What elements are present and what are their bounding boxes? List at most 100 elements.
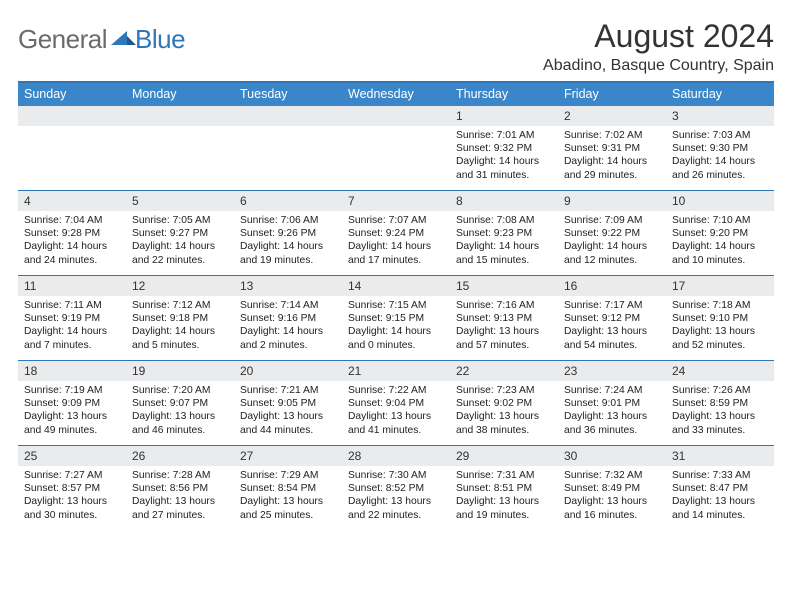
- header: General Blue August 2024 Abadino, Basque…: [18, 18, 774, 75]
- day-number: 7: [342, 191, 450, 211]
- day-cell: Sunrise: 7:14 AMSunset: 9:16 PMDaylight:…: [234, 296, 342, 360]
- day-number: 25: [18, 446, 126, 466]
- sunrise-text: Sunrise: 7:08 AM: [456, 214, 554, 227]
- day-cell: Sunrise: 7:10 AMSunset: 9:20 PMDaylight:…: [666, 211, 774, 275]
- location: Abadino, Basque Country, Spain: [543, 57, 774, 75]
- daylight-text: Daylight: 14 hours and 7 minutes.: [24, 325, 122, 351]
- daylight-text: Daylight: 13 hours and 33 minutes.: [672, 410, 770, 436]
- day-cell: Sunrise: 7:28 AMSunset: 8:56 PMDaylight:…: [126, 466, 234, 530]
- sunrise-text: Sunrise: 7:23 AM: [456, 384, 554, 397]
- sunrise-text: Sunrise: 7:02 AM: [564, 129, 662, 142]
- sunrise-text: Sunrise: 7:01 AM: [456, 129, 554, 142]
- weekday-saturday: Saturday: [666, 83, 774, 106]
- daylight-text: Daylight: 14 hours and 26 minutes.: [672, 155, 770, 181]
- sunset-text: Sunset: 9:18 PM: [132, 312, 230, 325]
- day-cell: Sunrise: 7:11 AMSunset: 9:19 PMDaylight:…: [18, 296, 126, 360]
- sunset-text: Sunset: 8:51 PM: [456, 482, 554, 495]
- day-number: [18, 106, 126, 126]
- logo-text-general: General: [18, 24, 107, 55]
- day-number: 3: [666, 106, 774, 126]
- sunset-text: Sunset: 8:57 PM: [24, 482, 122, 495]
- daynum-row: 123: [18, 106, 774, 126]
- day-cell: Sunrise: 7:08 AMSunset: 9:23 PMDaylight:…: [450, 211, 558, 275]
- daylight-text: Daylight: 13 hours and 25 minutes.: [240, 495, 338, 521]
- weekday-sunday: Sunday: [18, 83, 126, 106]
- daylight-text: Daylight: 14 hours and 17 minutes.: [348, 240, 446, 266]
- daylight-text: Daylight: 14 hours and 29 minutes.: [564, 155, 662, 181]
- sunset-text: Sunset: 9:32 PM: [456, 142, 554, 155]
- day-number: 8: [450, 191, 558, 211]
- daylight-text: Daylight: 13 hours and 49 minutes.: [24, 410, 122, 436]
- daylight-text: Daylight: 13 hours and 22 minutes.: [348, 495, 446, 521]
- daynum-row: 18192021222324: [18, 360, 774, 381]
- daylight-text: Daylight: 13 hours and 19 minutes.: [456, 495, 554, 521]
- sunset-text: Sunset: 9:27 PM: [132, 227, 230, 240]
- day-cell: Sunrise: 7:18 AMSunset: 9:10 PMDaylight:…: [666, 296, 774, 360]
- day-number: [126, 106, 234, 126]
- day-cell: Sunrise: 7:27 AMSunset: 8:57 PMDaylight:…: [18, 466, 126, 530]
- daylight-text: Daylight: 13 hours and 41 minutes.: [348, 410, 446, 436]
- day-number: 12: [126, 276, 234, 296]
- weekday-monday: Monday: [126, 83, 234, 106]
- day-number: 14: [342, 276, 450, 296]
- day-cell: [342, 126, 450, 190]
- day-cell: Sunrise: 7:07 AMSunset: 9:24 PMDaylight:…: [342, 211, 450, 275]
- daylight-text: Daylight: 13 hours and 36 minutes.: [564, 410, 662, 436]
- day-cell: Sunrise: 7:01 AMSunset: 9:32 PMDaylight:…: [450, 126, 558, 190]
- sunrise-text: Sunrise: 7:32 AM: [564, 469, 662, 482]
- day-cell: Sunrise: 7:29 AMSunset: 8:54 PMDaylight:…: [234, 466, 342, 530]
- day-number: 29: [450, 446, 558, 466]
- daylight-text: Daylight: 13 hours and 16 minutes.: [564, 495, 662, 521]
- logo: General Blue: [18, 24, 185, 55]
- sunset-text: Sunset: 9:16 PM: [240, 312, 338, 325]
- day-number: 26: [126, 446, 234, 466]
- day-number: 30: [558, 446, 666, 466]
- daylight-text: Daylight: 14 hours and 0 minutes.: [348, 325, 446, 351]
- day-number: 17: [666, 276, 774, 296]
- daylight-text: Daylight: 13 hours and 52 minutes.: [672, 325, 770, 351]
- logo-text-blue: Blue: [135, 24, 185, 55]
- day-cell: Sunrise: 7:17 AMSunset: 9:12 PMDaylight:…: [558, 296, 666, 360]
- sunrise-text: Sunrise: 7:21 AM: [240, 384, 338, 397]
- sunset-text: Sunset: 9:13 PM: [456, 312, 554, 325]
- day-number: [234, 106, 342, 126]
- daylight-text: Daylight: 13 hours and 38 minutes.: [456, 410, 554, 436]
- day-cell: Sunrise: 7:31 AMSunset: 8:51 PMDaylight:…: [450, 466, 558, 530]
- day-cell: [126, 126, 234, 190]
- month-title: August 2024: [543, 18, 774, 55]
- sunrise-text: Sunrise: 7:06 AM: [240, 214, 338, 227]
- daynum-row: 11121314151617: [18, 275, 774, 296]
- day-cell: Sunrise: 7:30 AMSunset: 8:52 PMDaylight:…: [342, 466, 450, 530]
- sunrise-text: Sunrise: 7:20 AM: [132, 384, 230, 397]
- sunset-text: Sunset: 9:23 PM: [456, 227, 554, 240]
- sunrise-text: Sunrise: 7:07 AM: [348, 214, 446, 227]
- sunrise-text: Sunrise: 7:11 AM: [24, 299, 122, 312]
- day-cell: Sunrise: 7:21 AMSunset: 9:05 PMDaylight:…: [234, 381, 342, 445]
- sunrise-text: Sunrise: 7:22 AM: [348, 384, 446, 397]
- logo-triangle-icon: [111, 27, 137, 52]
- sunset-text: Sunset: 8:52 PM: [348, 482, 446, 495]
- day-number: 16: [558, 276, 666, 296]
- day-number: 9: [558, 191, 666, 211]
- sunrise-text: Sunrise: 7:09 AM: [564, 214, 662, 227]
- sunrise-text: Sunrise: 7:18 AM: [672, 299, 770, 312]
- sunrise-text: Sunrise: 7:31 AM: [456, 469, 554, 482]
- daylight-text: Daylight: 14 hours and 2 minutes.: [240, 325, 338, 351]
- weekday-tuesday: Tuesday: [234, 83, 342, 106]
- sunset-text: Sunset: 9:05 PM: [240, 397, 338, 410]
- day-cell: Sunrise: 7:05 AMSunset: 9:27 PMDaylight:…: [126, 211, 234, 275]
- sunrise-text: Sunrise: 7:26 AM: [672, 384, 770, 397]
- sunset-text: Sunset: 9:19 PM: [24, 312, 122, 325]
- day-cell: Sunrise: 7:03 AMSunset: 9:30 PMDaylight:…: [666, 126, 774, 190]
- day-number: 18: [18, 361, 126, 381]
- weekday-friday: Friday: [558, 83, 666, 106]
- daylight-text: Daylight: 14 hours and 10 minutes.: [672, 240, 770, 266]
- day-cell: Sunrise: 7:04 AMSunset: 9:28 PMDaylight:…: [18, 211, 126, 275]
- sunrise-text: Sunrise: 7:24 AM: [564, 384, 662, 397]
- sunrise-text: Sunrise: 7:15 AM: [348, 299, 446, 312]
- day-number: 10: [666, 191, 774, 211]
- day-number: 22: [450, 361, 558, 381]
- sunset-text: Sunset: 9:20 PM: [672, 227, 770, 240]
- day-cell: Sunrise: 7:20 AMSunset: 9:07 PMDaylight:…: [126, 381, 234, 445]
- calendar-header: Sunday Monday Tuesday Wednesday Thursday…: [18, 83, 774, 106]
